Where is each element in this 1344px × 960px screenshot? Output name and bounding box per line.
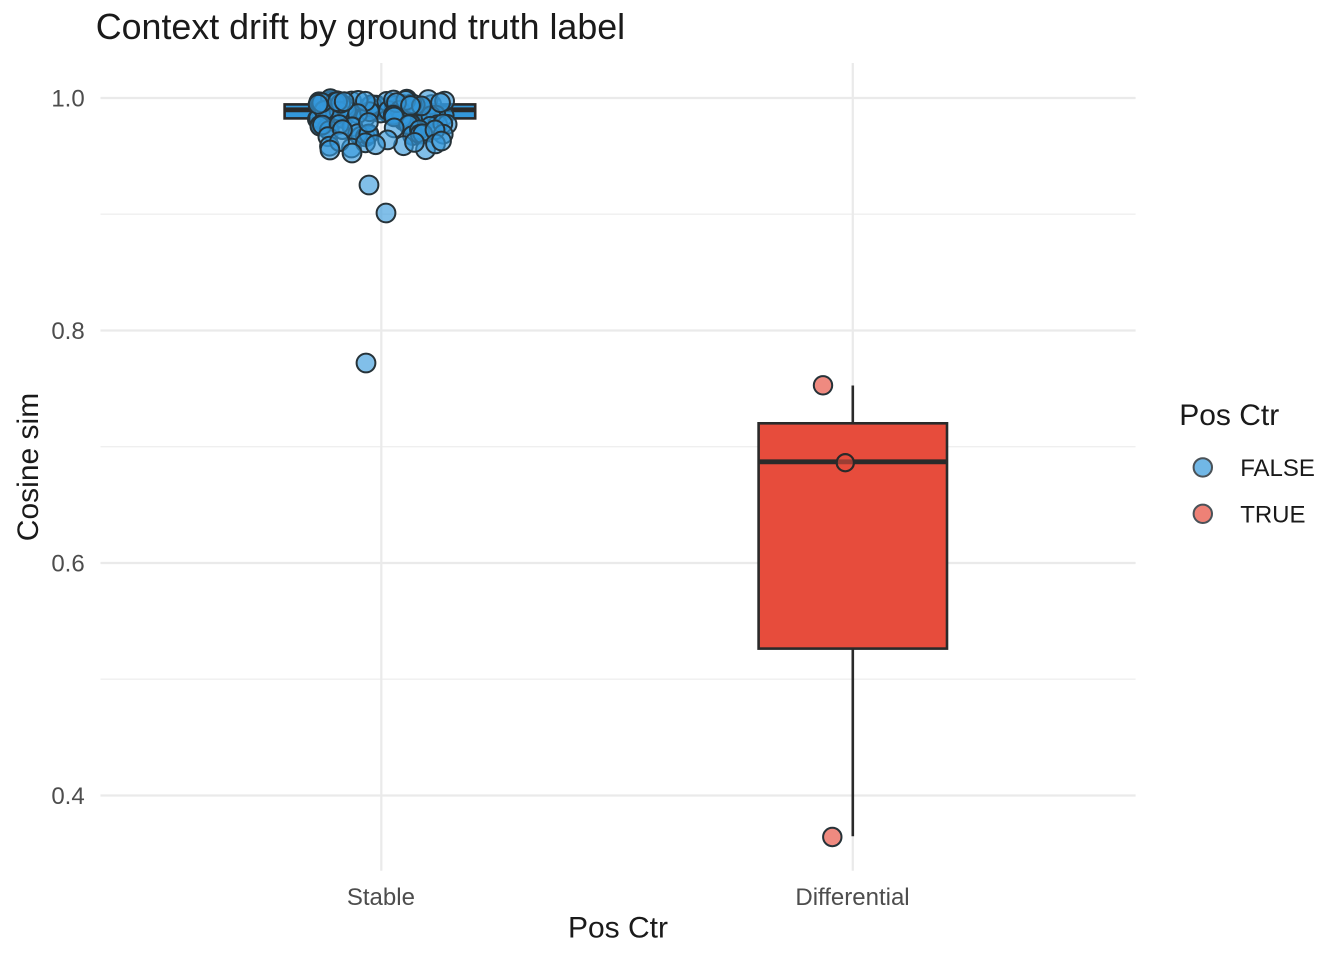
svg-text:Cosine sim: Cosine sim — [12, 393, 45, 541]
svg-text:0.8: 0.8 — [51, 318, 84, 345]
svg-text:Pos Ctr: Pos Ctr — [1179, 399, 1279, 432]
svg-text:0.4: 0.4 — [51, 783, 84, 810]
svg-text:Pos Ctr: Pos Ctr — [568, 912, 668, 945]
svg-text:Context drift by ground truth: Context drift by ground truth label — [96, 7, 625, 47]
svg-text:FALSE: FALSE — [1240, 455, 1315, 482]
svg-text:1.0: 1.0 — [51, 86, 84, 113]
svg-text:Stable: Stable — [347, 884, 415, 911]
svg-text:TRUE: TRUE — [1240, 501, 1305, 528]
svg-text:Differential: Differential — [795, 884, 909, 911]
svg-text:0.6: 0.6 — [51, 551, 84, 578]
